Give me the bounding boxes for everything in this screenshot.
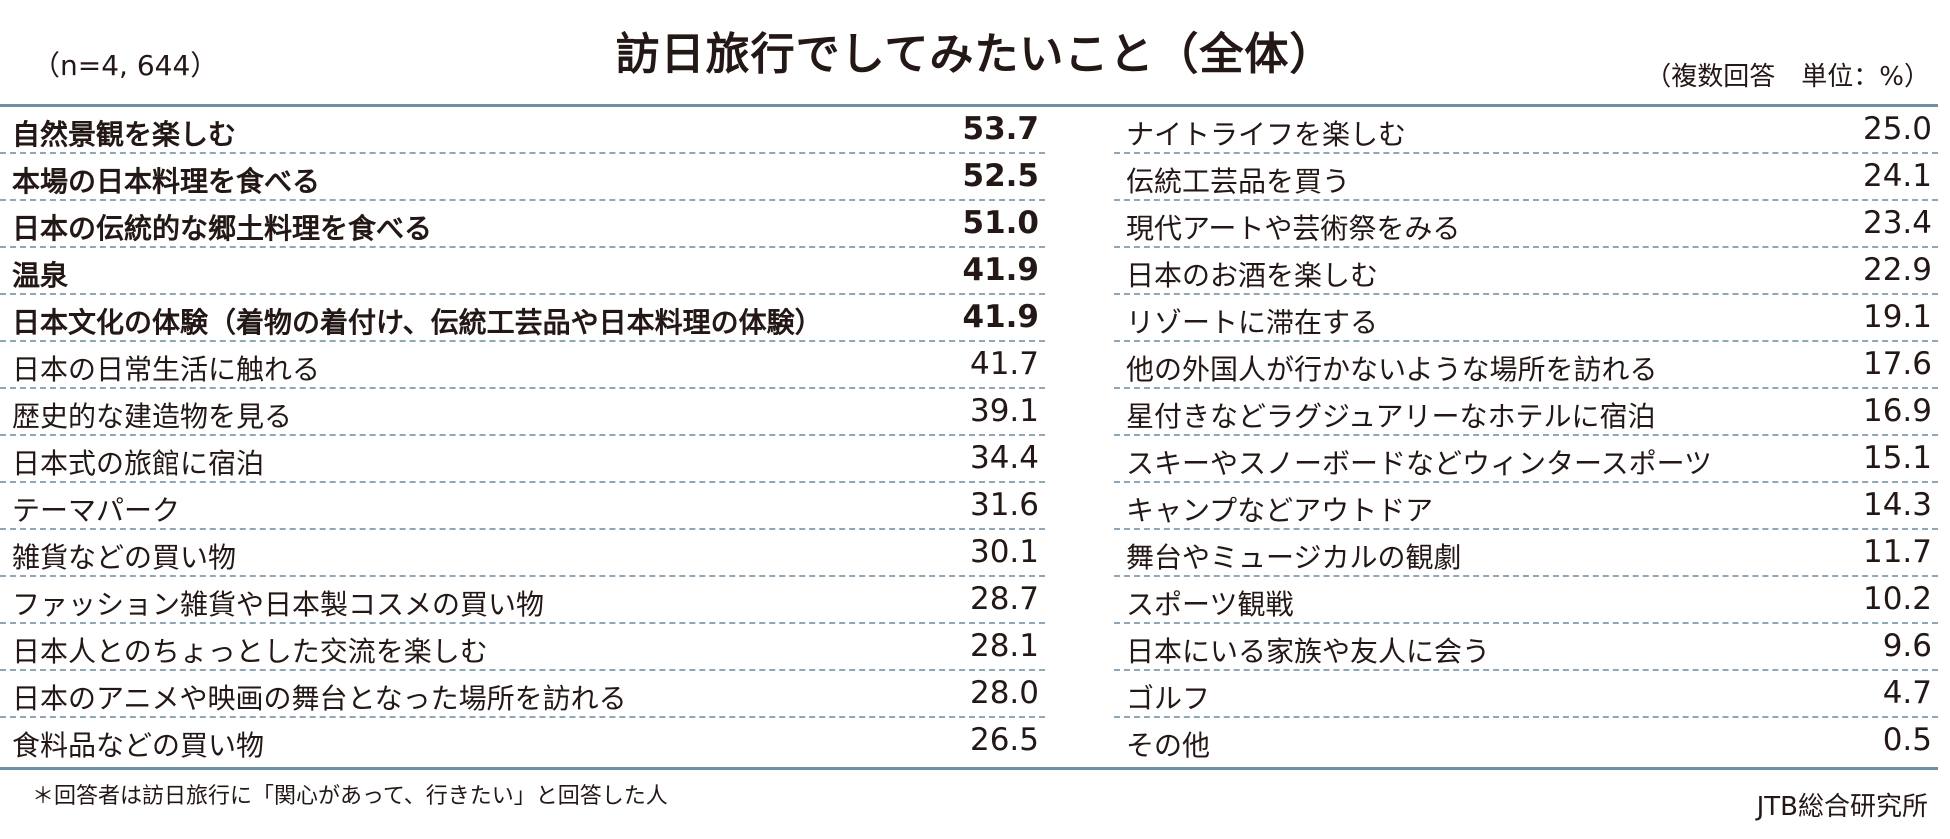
table-row: スポーツ観戦 10.2	[1114, 577, 1938, 624]
row-label: スポーツ観戦	[1126, 588, 1294, 621]
right-column: ナイトライフを楽しむ 25.0 伝統工芸品を買う 24.1 現代アートや芸術祭をみる 23…	[1114, 107, 1938, 767]
table-row: リゾートに滞在する 19.1	[1114, 295, 1938, 342]
table-row: スキーやスノーボードなどウィンタースポーツ 15.1	[1114, 436, 1938, 483]
table-row: 歴史的な建造物を見る 39.1	[0, 389, 1045, 436]
row-value: 10.2	[1862, 581, 1932, 617]
row-label: ファッション雑貨や日本製コスメの買い物	[12, 588, 545, 621]
row-label: 雑貨などの買い物	[12, 541, 237, 574]
table-row: ナイトライフを楽しむ 25.0	[1114, 107, 1938, 154]
row-value: 30.1	[969, 534, 1039, 570]
table-row: 日本にいる家族や友人に会う 9.6	[1114, 624, 1938, 671]
row-value: 25.0	[1862, 111, 1932, 147]
row-label: 日本のお酒を楽しむ	[1126, 259, 1379, 292]
chart-title: 訪日旅行でしてみたいこと（全体）	[615, 29, 1335, 80]
row-value: 16.9	[1862, 393, 1932, 429]
row-label: 自然景観を楽しむ	[12, 118, 237, 151]
row-value: 4.7	[1882, 675, 1932, 711]
row-label: 食料品などの買い物	[12, 729, 265, 762]
table-row: 日本人とのちょっとした交流を楽しむ 28.1	[0, 624, 1045, 671]
table-row: 日本の日常生活に触れる 41.7	[0, 342, 1045, 389]
row-label: 現代アートや芸術祭をみる	[1126, 212, 1461, 245]
row-value: 19.1	[1862, 299, 1932, 335]
source-credit: JTB総合研究所	[1756, 792, 1928, 822]
row-value: 23.4	[1862, 205, 1932, 241]
table-row: 現代アートや芸術祭をみる 23.4	[1114, 201, 1938, 248]
row-label: 日本にいる家族や友人に会う	[1126, 635, 1491, 668]
row-label: 本場の日本料理を食べる	[12, 165, 321, 198]
row-value: 39.1	[969, 393, 1039, 429]
row-value: 15.1	[1862, 440, 1932, 476]
table-row: 伝統工芸品を買う 24.1	[1114, 154, 1938, 201]
row-value: 22.9	[1862, 252, 1932, 288]
row-value: 52.5	[962, 158, 1040, 194]
table-row: 星付きなどラグジュアリーなホテルに宿泊 16.9	[1114, 389, 1938, 436]
row-value: 51.0	[962, 205, 1040, 241]
row-value: 41.9	[962, 252, 1040, 288]
unit-note: （複数回答 単位：%）	[1645, 62, 1930, 92]
row-value: 26.5	[969, 722, 1039, 758]
row-label: 歴史的な建造物を見る	[12, 400, 293, 433]
table-row: 日本の伝統的な郷土料理を食べる 51.0	[0, 201, 1045, 248]
table-row: テーマパーク 31.6	[0, 483, 1045, 530]
row-value: 41.7	[969, 346, 1039, 382]
row-label: 伝統工芸品を買う	[1126, 165, 1351, 198]
table-row: 日本文化の体験（着物の着付け、伝統工芸品や日本料理の体験） 41.9	[0, 295, 1045, 342]
row-label: 日本人とのちょっとした交流を楽しむ	[12, 635, 488, 668]
row-label: 他の外国人が行かないような場所を訪れる	[1126, 353, 1658, 386]
row-value: 31.6	[969, 487, 1039, 523]
results-table: 自然景観を楽しむ 53.7 本場の日本料理を食べる 52.5 日本の伝統的な郷土料理を食…	[0, 104, 1938, 770]
row-label: 日本の日常生活に触れる	[12, 353, 321, 386]
row-label: 舞台やミュージカルの観劇	[1126, 541, 1462, 574]
row-value: 53.7	[962, 111, 1040, 147]
row-value: 0.5	[1882, 722, 1932, 758]
row-label: 日本の伝統的な郷土料理を食べる	[12, 212, 433, 245]
table-row: ゴルフ 4.7	[1114, 671, 1938, 718]
row-label: 日本式の旅館に宿泊	[12, 447, 265, 480]
table-row: その他 0.5	[1114, 718, 1938, 765]
row-value: 17.6	[1862, 346, 1932, 382]
row-value: 11.7	[1862, 534, 1932, 570]
footnote: ＊回答者は訪日旅行に「関心があって、行きたい」と回答した人	[32, 784, 668, 809]
table-row: ファッション雑貨や日本製コスメの買い物 28.7	[0, 577, 1045, 624]
table-row: 日本式の旅館に宿泊 34.4	[0, 436, 1045, 483]
row-value: 28.1	[969, 628, 1039, 664]
row-label: リゾートに滞在する	[1126, 306, 1379, 339]
row-value: 41.9	[962, 299, 1040, 335]
table-row: 他の外国人が行かないような場所を訪れる 17.6	[1114, 342, 1938, 389]
row-label: テーマパーク	[12, 494, 181, 527]
row-label: その他	[1126, 729, 1211, 762]
row-label: 温泉	[12, 259, 69, 292]
row-label: 日本文化の体験（着物の着付け、伝統工芸品や日本料理の体験）	[12, 306, 823, 339]
table-row: 食料品などの買い物 26.5	[0, 718, 1045, 765]
row-label: キャンプなどアウトドア	[1126, 494, 1434, 527]
row-value: 28.0	[969, 675, 1039, 711]
row-value: 28.7	[969, 581, 1039, 617]
table-row: キャンプなどアウトドア 14.3	[1114, 483, 1938, 530]
row-value: 9.6	[1882, 628, 1932, 664]
sample-size: （n=4, 644）	[32, 49, 219, 82]
table-row: 舞台やミュージカルの観劇 11.7	[1114, 530, 1938, 577]
row-value: 34.4	[969, 440, 1039, 476]
table-row: 温泉 41.9	[0, 248, 1045, 295]
row-label: 日本のアニメや映画の舞台となった場所を訪れる	[12, 682, 627, 715]
table-row: 日本のお酒を楽しむ 22.9	[1114, 248, 1938, 295]
row-value: 14.3	[1862, 487, 1932, 523]
table-row: 自然景観を楽しむ 53.7	[0, 107, 1045, 154]
left-column: 自然景観を楽しむ 53.7 本場の日本料理を食べる 52.5 日本の伝統的な郷土料理を食…	[0, 107, 1045, 767]
table-row: 日本のアニメや映画の舞台となった場所を訪れる 28.0	[0, 671, 1045, 718]
row-label: 星付きなどラグジュアリーなホテルに宿泊	[1126, 400, 1656, 433]
row-label: ナイトライフを楽しむ	[1126, 118, 1407, 151]
row-value: 24.1	[1862, 158, 1932, 194]
row-label: ゴルフ	[1126, 682, 1211, 715]
table-row: 雑貨などの買い物 30.1	[0, 530, 1045, 577]
table-row: 本場の日本料理を食べる 52.5	[0, 154, 1045, 201]
row-label: スキーやスノーボードなどウィンタースポーツ	[1126, 447, 1713, 480]
